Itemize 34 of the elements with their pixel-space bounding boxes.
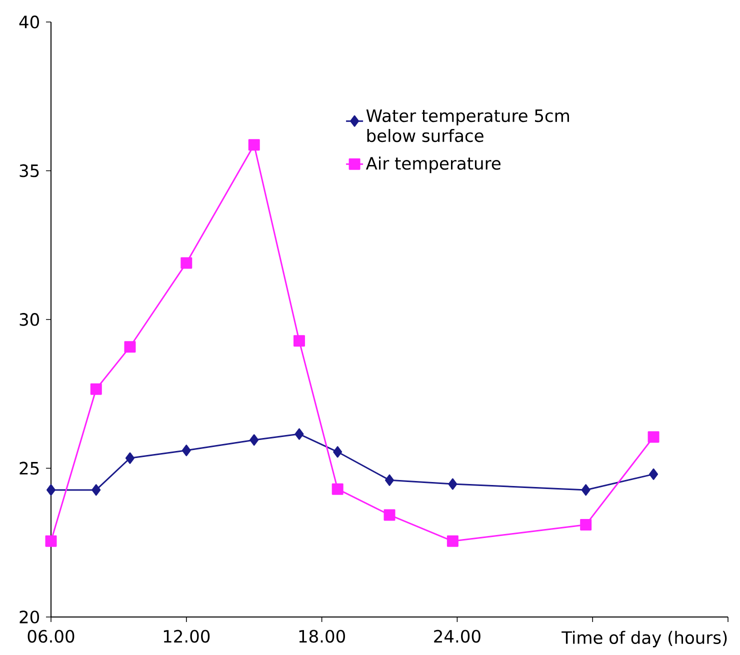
point — [124, 341, 136, 353]
x-axis-title: Time of day (hours) — [562, 630, 727, 648]
x-tick-label: 18.00 — [299, 630, 345, 643]
point — [248, 139, 260, 151]
y-tick-label: 30 — [20, 313, 39, 326]
y-tick-label: 35 — [20, 164, 39, 178]
y-tick-label: 40 — [19, 16, 39, 28]
point — [581, 484, 590, 496]
point — [125, 452, 134, 464]
point — [182, 444, 191, 456]
point — [180, 257, 192, 269]
x-tick-label: 12.00 — [164, 630, 210, 643]
point — [45, 535, 57, 547]
point — [446, 535, 458, 547]
point — [384, 509, 396, 521]
y-tick-label: 20 — [20, 610, 39, 624]
point — [580, 519, 592, 531]
legend-label: Water temperature 5cm below surface — [366, 109, 569, 142]
point — [293, 335, 305, 347]
point — [648, 431, 660, 443]
legend-label: Air temperature — [366, 156, 500, 174]
point — [90, 383, 102, 395]
point — [649, 468, 658, 480]
point — [250, 434, 259, 446]
x-tick-label: 06.00 — [28, 630, 74, 643]
point — [333, 446, 342, 458]
y-tick-label: 25 — [20, 462, 39, 475]
point — [448, 478, 458, 490]
point — [385, 474, 394, 486]
point — [46, 484, 56, 496]
point — [294, 428, 304, 440]
point — [332, 483, 344, 495]
point — [92, 484, 101, 496]
x-tick-label: 24.00 — [434, 630, 480, 643]
